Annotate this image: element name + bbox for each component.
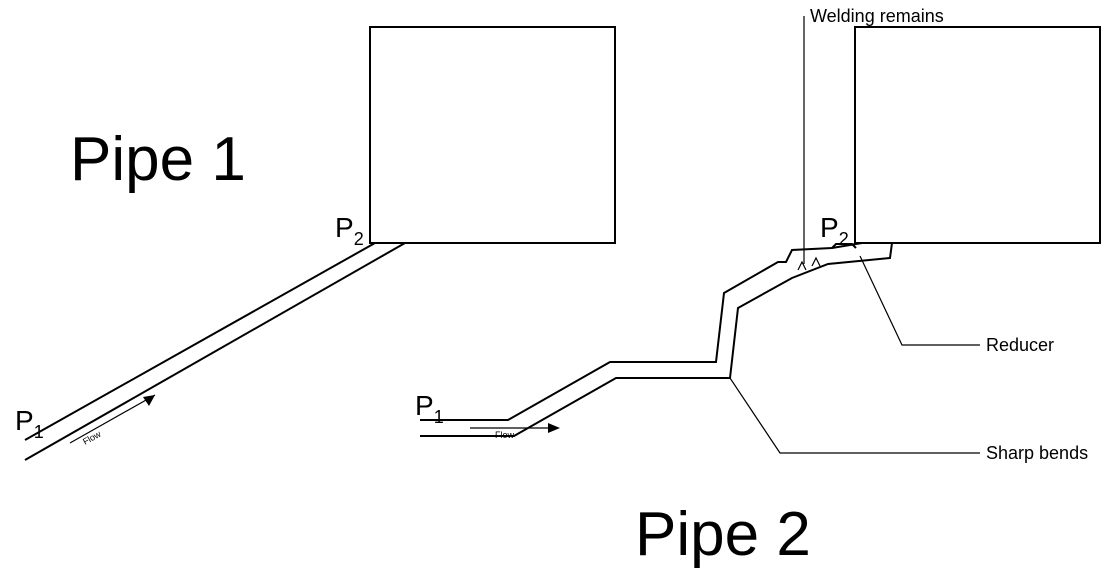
pipe2-title: Pipe 2 — [635, 500, 811, 569]
pipe1-top-wall — [25, 243, 375, 440]
pipe2-flow-label: Flow — [495, 430, 515, 440]
pipe1-group: Flow P1 P2 Pipe 1 — [15, 27, 615, 460]
annot-sharpbends-text: Sharp bends — [986, 443, 1088, 463]
pipe2-tank — [855, 27, 1100, 243]
pipe2-welding-mark-2 — [812, 258, 820, 266]
pipe1-flow-label: Flow — [81, 429, 103, 447]
annot-welding-text: Welding remains — [810, 6, 944, 26]
pipe2-flow-arrow: Flow — [470, 423, 560, 440]
pipe2-top-wall — [420, 243, 862, 420]
pipe2-p1-label: P1 — [415, 390, 444, 427]
annot-reducer-text: Reducer — [986, 335, 1054, 355]
pipe1-p2-label: P2 — [335, 212, 364, 249]
pipe2-p2-label: P2 — [820, 212, 849, 249]
pipe2-bottom-wall — [420, 243, 892, 436]
pipe2-group: Flow P1 P2 Pipe 2 Welding remains Reduce… — [415, 6, 1100, 569]
pipe1-flow-arrow: Flow — [70, 395, 155, 447]
diagram-canvas: Flow P1 P2 Pipe 1 Flow P1 — [0, 0, 1110, 572]
pipe2-welding-mark-1 — [798, 262, 806, 270]
pipe1-title: Pipe 1 — [70, 125, 246, 194]
pipe1-bottom-wall — [25, 243, 405, 460]
annot-reducer-leader — [860, 256, 980, 345]
pipe1-tank — [370, 27, 615, 243]
annot-sharpbends-leader — [730, 378, 980, 453]
